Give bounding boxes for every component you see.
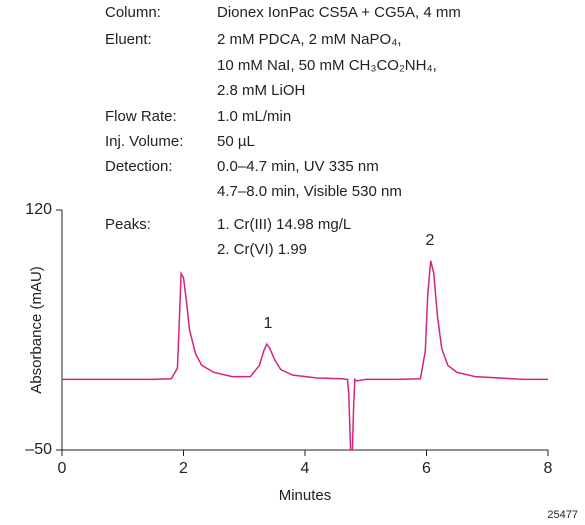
figure-id: 25477 bbox=[547, 509, 578, 521]
method-label: Inj. Volume: bbox=[105, 133, 183, 150]
method-label: Flow Rate: bbox=[105, 108, 177, 125]
method-value: 0.0–4.7 min, UV 335 nm bbox=[217, 158, 379, 175]
method-value: Dionex IonPac CS5A + CG5A, 4 mm bbox=[217, 4, 461, 21]
y-tick-label: 120 bbox=[25, 201, 52, 218]
x-tick-label: 6 bbox=[422, 460, 431, 477]
peak-label: 1 bbox=[264, 315, 273, 332]
y-axis-label: Absorbance (mAU) bbox=[28, 266, 45, 394]
method-value: 2 mM PDCA, 2 mM NaPO₄, bbox=[217, 31, 401, 48]
method-value: 1. Cr(III) 14.98 mg/L bbox=[217, 216, 351, 233]
method-value: 2.8 mM LiOH bbox=[217, 82, 305, 99]
method-value: 10 mM NaI, 50 mM CH₃CO₂NH₄, bbox=[217, 57, 437, 74]
method-label: Eluent: bbox=[105, 31, 152, 48]
x-tick-label: 8 bbox=[544, 460, 553, 477]
method-label: Detection: bbox=[105, 158, 173, 175]
method-value: 4.7–8.0 min, Visible 530 nm bbox=[217, 183, 402, 200]
x-tick-label: 2 bbox=[179, 460, 188, 477]
method-label: Column: bbox=[105, 4, 161, 21]
y-tick-label: –50 bbox=[25, 441, 52, 458]
peak-label: 2 bbox=[426, 232, 435, 249]
x-tick-label: 0 bbox=[58, 460, 67, 477]
chromatogram-line bbox=[62, 260, 548, 451]
method-value: 2. Cr(VI) 1.99 bbox=[217, 241, 307, 258]
method-value: 50 µL bbox=[217, 133, 255, 150]
x-tick-label: 4 bbox=[301, 460, 310, 477]
x-axis-label: Minutes bbox=[279, 487, 332, 504]
method-value: 1.0 mL/min bbox=[217, 108, 291, 125]
method-label: Peaks: bbox=[105, 216, 151, 233]
